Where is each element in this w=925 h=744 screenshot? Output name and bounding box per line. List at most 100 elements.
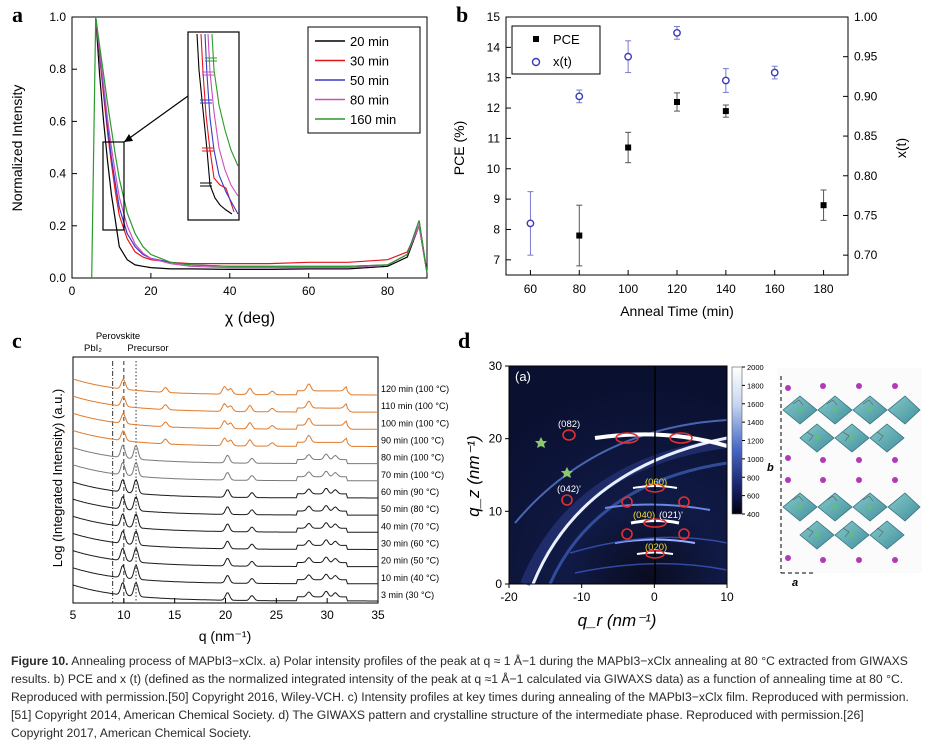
colorbar-tick-label: 1400 bbox=[747, 418, 764, 427]
curve-label: 20 min (50 °C) bbox=[381, 556, 439, 566]
x-tick-label-c: 20 bbox=[219, 608, 233, 622]
y-tick-label-b: 9 bbox=[493, 192, 500, 206]
pce-point bbox=[576, 232, 583, 239]
y2-tick-label-b: 0.70 bbox=[854, 248, 878, 262]
legend-label-a: 30 min bbox=[350, 54, 389, 69]
panel-d: d (a) (082) (042)' bbox=[458, 328, 922, 630]
x-tick-label-d: -20 bbox=[500, 590, 518, 604]
legend-label-a: 80 min bbox=[350, 93, 389, 108]
panel-a-label: a bbox=[12, 2, 23, 27]
x-tick-label-a: 0 bbox=[69, 284, 76, 298]
peak-label: (042)' bbox=[557, 484, 581, 495]
intensity-curve bbox=[72, 564, 378, 585]
x-tick-label-a: 40 bbox=[223, 284, 237, 298]
x-tick-label-c: 30 bbox=[320, 608, 334, 622]
x-tick-label-b: 60 bbox=[524, 282, 538, 296]
panel-b: b 60 80 100 120 140 160 180 7 8 9 10 11 12 13 14 15 0.70… bbox=[451, 2, 909, 319]
x-tick-label-d: 10 bbox=[720, 590, 734, 604]
x-tick-label-c: 35 bbox=[371, 608, 385, 622]
zoom-arrow bbox=[123, 95, 189, 143]
y2-axis-label-b: x(t) bbox=[893, 138, 909, 158]
y2-tick-label-b: 0.90 bbox=[854, 89, 878, 103]
legend-b bbox=[511, 25, 601, 75]
zoom-arrow-head bbox=[124, 134, 133, 142]
y-tick-label-d: 10 bbox=[489, 504, 503, 518]
legend-label-pce: PCE bbox=[553, 32, 580, 47]
x-axis-label-d: q_r (nm⁻¹) bbox=[578, 611, 657, 630]
xt-point bbox=[721, 76, 730, 85]
xt-point bbox=[770, 68, 779, 77]
reference-label: Precursor bbox=[127, 343, 168, 354]
xt-point bbox=[624, 52, 633, 61]
series-points-b bbox=[526, 26, 827, 267]
curve-label: 10 min (40 °C) bbox=[381, 573, 439, 583]
legend-marker-xt bbox=[531, 57, 541, 67]
curve-label: 100 min (100 °C) bbox=[381, 418, 449, 428]
intensity-curve bbox=[72, 395, 378, 413]
y-tick-label-a: 0.2 bbox=[49, 219, 66, 233]
y2-tick-label-b: 0.80 bbox=[854, 169, 878, 183]
peak-label: (060) bbox=[645, 477, 667, 488]
curve-label: 120 min (100 °C) bbox=[381, 384, 449, 394]
x-axis-label-c: q (nm⁻¹) bbox=[199, 628, 252, 644]
legend-entries-a: 20 min 30 min 50 min 80 min 160 min bbox=[315, 34, 396, 127]
pce-point bbox=[625, 144, 632, 151]
x-tick-label-c: 15 bbox=[168, 608, 182, 622]
x-tick-label-b: 80 bbox=[573, 282, 587, 296]
curve-label: 3 min (30 °C) bbox=[381, 590, 434, 600]
legend-label-xt: x(t) bbox=[553, 54, 572, 69]
series-line-a bbox=[91, 16, 428, 279]
intensity-curve bbox=[72, 530, 378, 550]
colorbar-tick-label: 600 bbox=[747, 492, 760, 501]
crystal-structure-illustration: b a bbox=[767, 368, 922, 589]
legend-label-a: 20 min bbox=[350, 34, 389, 49]
y-tick-label-b: 15 bbox=[487, 10, 501, 24]
y-tick-label-b: 7 bbox=[493, 253, 500, 267]
intensity-curve bbox=[72, 495, 378, 516]
axis-ticks-c: 5 10 15 20 25 30 35 bbox=[70, 598, 385, 622]
peak-label: (082) bbox=[558, 419, 580, 430]
y-tick-label-a: 1.0 bbox=[49, 10, 66, 24]
x-tick-label-c: 5 bbox=[70, 608, 77, 622]
x-tick-label-a: 80 bbox=[381, 284, 395, 298]
colorbar-tick-label: 1800 bbox=[747, 381, 764, 390]
figure-caption: Figure 10. Annealing process of MAPbI3−x… bbox=[11, 652, 915, 742]
reference-label: Perovskite bbox=[96, 331, 140, 342]
curve-label: 40 min (70 °C) bbox=[381, 521, 439, 531]
reference-label: PbI₂ bbox=[84, 343, 102, 354]
legend-label-a: 160 min bbox=[350, 112, 396, 127]
pce-point bbox=[820, 202, 827, 209]
panel-b-label: b bbox=[456, 2, 468, 27]
xt-point bbox=[526, 219, 535, 228]
legend-marker-pce bbox=[533, 36, 539, 42]
y-tick-label-b: 8 bbox=[493, 222, 500, 236]
y-axis-label-d: q_z (nm⁻¹) bbox=[464, 435, 483, 517]
curve-label: 110 min (100 °C) bbox=[381, 401, 448, 411]
intensity-curve bbox=[72, 430, 378, 447]
series-curves-c: 3 min (30 °C) 10 min (40 °C) 20 min (50 °C… bbox=[72, 378, 449, 602]
peak-label: (020) bbox=[645, 542, 667, 553]
caption-lead: Figure 10. bbox=[11, 654, 69, 668]
y-axis-label-c: Log (Integrated Intensity) (a.u.) bbox=[50, 389, 65, 567]
y-tick-label-a: 0.6 bbox=[49, 114, 66, 128]
heatmap-inner-label: (a) bbox=[515, 369, 531, 384]
curve-label: 60 min (90 °C) bbox=[381, 487, 439, 497]
y-tick-label-a: 0.0 bbox=[49, 271, 66, 285]
colorbar bbox=[731, 366, 743, 515]
peak-label: (040) bbox=[633, 510, 655, 521]
axis-a-label: a bbox=[792, 577, 798, 589]
x-tick-label-d: -10 bbox=[573, 590, 591, 604]
y-tick-label-a: 0.8 bbox=[49, 62, 66, 76]
axis-ticks-b: 60 80 100 120 140 160 180 7 8 9 10 11 12 13 14 15 0.70 0.… bbox=[487, 10, 878, 296]
y-tick-label-d: 20 bbox=[489, 432, 503, 446]
colorbar-tick-label: 1200 bbox=[747, 437, 764, 446]
axes-frame-d bbox=[508, 365, 728, 585]
axis-b-label: b bbox=[767, 462, 774, 474]
colorbar-tick-label: 800 bbox=[747, 473, 760, 482]
y-axis-label-b: PCE (%) bbox=[451, 121, 467, 175]
y2-tick-label-b: 1.00 bbox=[854, 10, 878, 24]
intensity-curve bbox=[72, 547, 378, 568]
colorbar-tick-label: 2000 bbox=[747, 363, 764, 372]
y-tick-label-a: 0.4 bbox=[49, 167, 66, 181]
